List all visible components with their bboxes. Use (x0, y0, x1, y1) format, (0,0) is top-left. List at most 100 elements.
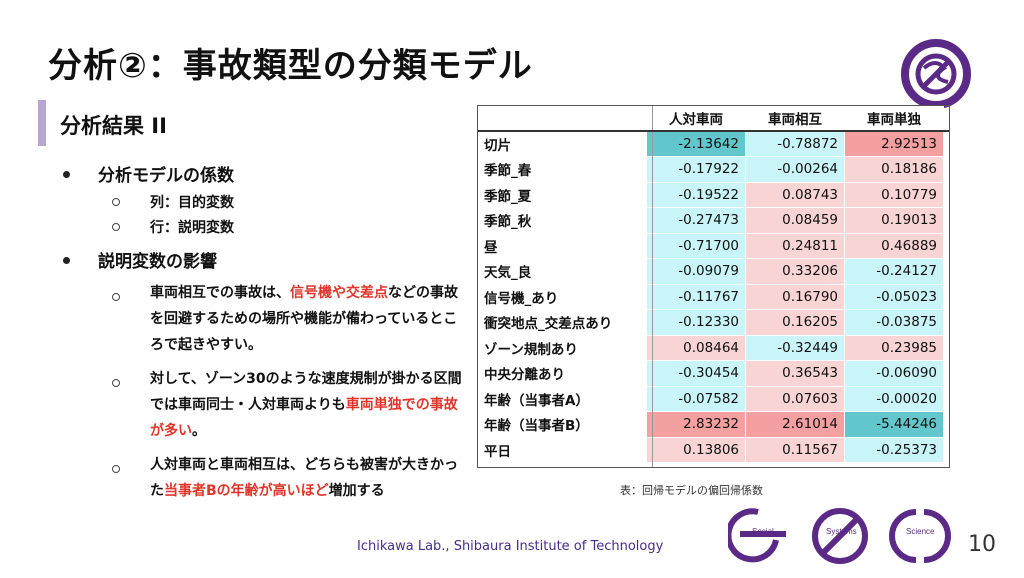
table-row: ゾーン規制あり 0.08464 -0.32449 0.23985 (477, 334, 944, 361)
coefficient-cell: -0.71700 (646, 232, 746, 259)
coefficient-cell: -2.13642 (646, 130, 746, 157)
sub-bullet-text: 列：目的変数 (150, 195, 234, 211)
row-label: 平日 (477, 436, 647, 463)
row-label: 天気_良 (477, 258, 647, 285)
row-label: 季節_夏 (477, 181, 647, 208)
coefficient-cell: 0.36543 (745, 360, 845, 387)
coefficient-cell: -0.03875 (844, 309, 944, 336)
row-label: 季節_春 (477, 156, 647, 183)
logo-word: Social (752, 527, 774, 536)
coefficient-cell: -0.32449 (745, 334, 845, 361)
paragraph-text: 人対車両と車両相互は、どちらも被害が大きかった (150, 457, 458, 499)
coefficient-cell: -0.24127 (844, 258, 944, 285)
coefficient-cell: -0.06090 (844, 360, 944, 387)
coefficient-cell: 0.10779 (844, 181, 944, 208)
table-row: 季節_春 -0.17922 -0.00264 0.18186 (477, 156, 944, 183)
coefficient-cell: 0.18186 (844, 156, 944, 183)
slide-title: 分析②：事故類型の分類モデル (48, 46, 533, 86)
table-row: 年齢（当事者B） 2.83232 2.61014 -5.44246 (477, 411, 944, 438)
coefficient-cell: 0.46889 (844, 232, 944, 259)
row-label: 昼 (477, 232, 647, 259)
coefficient-cell: -0.25373 (844, 436, 944, 463)
coefficient-cell: -0.05023 (844, 283, 944, 310)
logo-word: Science (906, 527, 935, 536)
paragraph-text: 対して、ゾーン30のような速度規制が掛かる区間では車両同士・人対車両よりも (150, 371, 462, 413)
footer-lab-name: Ichikawa Lab., Shibaura Institute of Tec… (357, 539, 664, 554)
logo-word: Systems (826, 527, 857, 536)
sub-bullet-circle (112, 465, 120, 473)
coefficient-cell: 2.92513 (844, 130, 944, 157)
column-header: 車両単独 (844, 105, 944, 132)
row-label: 中央分離あり (477, 360, 647, 387)
table-row: 天気_良 -0.09079 0.33206 -0.24127 (477, 258, 944, 285)
coefficient-cell: -0.00264 (745, 156, 845, 183)
sub-bullet-circle (112, 198, 120, 206)
coefficient-cell: 2.61014 (745, 411, 845, 438)
sub-bullet-circle (112, 379, 120, 387)
coefficient-cell: 0.33206 (745, 258, 845, 285)
highlighted-text: 信号機や交差点 (290, 285, 388, 301)
table-row: 季節_夏 -0.19522 0.08743 0.10779 (477, 181, 944, 208)
sub-bullet-circle (112, 223, 120, 231)
coefficient-cell: -0.11767 (646, 283, 746, 310)
table-row: 平日 0.13806 0.11567 -0.25373 (477, 436, 944, 463)
section-accent-bar (38, 100, 46, 146)
coefficient-cell: -0.27473 (646, 207, 746, 234)
table-row: 年齢（当事者A） -0.07582 0.07603 -0.00020 (477, 385, 944, 412)
coefficient-cell: 0.19013 (844, 207, 944, 234)
explanation-paragraph: 車両相互での事故は、信号機や交差点などの事故を回避するための場所や機能が備わって… (150, 280, 470, 358)
coefficient-cell: -0.09079 (646, 258, 746, 285)
table-row: 中央分離あり -0.30454 0.36543 -0.06090 (477, 360, 944, 387)
row-label: 年齢（当事者A） (477, 385, 647, 412)
coefficient-cell: -0.30454 (646, 360, 746, 387)
coefficient-cell: 0.24811 (745, 232, 845, 259)
table-row: 切片 -2.13642 -0.78872 2.92513 (477, 130, 944, 157)
page-number: 10 (968, 532, 996, 557)
coefficient-cell: -0.19522 (646, 181, 746, 208)
row-label: ゾーン規制あり (477, 334, 647, 361)
coefficient-cell: 0.11567 (745, 436, 845, 463)
coefficient-cell: -0.07582 (646, 385, 746, 412)
coefficient-table: 人対車両 車両相互 車両単独 切片 -2.13642 -0.78872 2.92513 季節_… (477, 105, 944, 463)
coefficient-cell: 0.08464 (646, 334, 746, 361)
coefficient-cell: -0.00020 (844, 385, 944, 412)
table-row: 衝突地点_交差点あり -0.12330 0.16205 -0.03875 (477, 309, 944, 336)
paragraph-text: 。 (192, 423, 206, 439)
paragraph-text: 増加する (328, 483, 385, 499)
section-title: 分析結果 II (60, 114, 167, 138)
bullet-text: 分析モデルの係数 (98, 166, 234, 186)
table-row: 季節_秋 -0.27473 0.08459 0.19013 (477, 207, 944, 234)
coefficient-cell: 0.07603 (745, 385, 845, 412)
row-label: 衝突地点_交差点あり (477, 309, 647, 336)
sub-bullet-text: 行：説明変数 (150, 220, 234, 236)
row-label: 信号機_あり (477, 283, 647, 310)
explanation-paragraph: 人対車両と車両相互は、どちらも被害が大きかった当事者Bの年齢が高いほど増加する (150, 452, 470, 504)
coefficient-cell: -0.17922 (646, 156, 746, 183)
row-label: 切片 (477, 130, 647, 157)
table-row: 信号機_あり -0.11767 0.16790 -0.05023 (477, 283, 944, 310)
social-systems-science-logo-icon: Social Systems Science (728, 508, 951, 564)
coefficient-table-body: 人対車両 車両相互 車両単独 切片 -2.13642 -0.78872 2.92513 季節_… (477, 105, 944, 463)
coefficient-cell: 0.13806 (646, 436, 746, 463)
table-caption: 表：回帰モデルの偏回帰係数 (620, 484, 763, 497)
coefficient-cell: -0.12330 (646, 309, 746, 336)
bullet-dot (63, 257, 70, 264)
coefficient-cell: 0.08459 (745, 207, 845, 234)
paragraph-text: などの事故を回避するための場所や機能が備わっているところで起きやすい。 (150, 285, 458, 353)
table-corner-cell (477, 105, 647, 132)
explanation-paragraph: 対して、ゾーン30のような速度規制が掛かる区間では車両同士・人対車両よりも車両単… (150, 366, 470, 444)
table-row: 昼 -0.71700 0.24811 0.46889 (477, 232, 944, 259)
column-header: 人対車両 (646, 105, 746, 132)
column-header: 車両相互 (745, 105, 845, 132)
bullet-dot (63, 171, 70, 178)
paragraph-text: 車両相互での事故は、 (150, 285, 290, 301)
coefficient-cell: -5.44246 (844, 411, 944, 438)
highlighted-text: 車両単独での事故が多い (150, 397, 458, 439)
coefficient-cell: 0.16205 (745, 309, 845, 336)
row-label: 年齢（当事者B） (477, 411, 647, 438)
lab-logo-icon (901, 39, 971, 109)
table-header-row: 人対車両 車両相互 車両単独 (477, 105, 944, 132)
coefficient-cell: 2.83232 (646, 411, 746, 438)
table-column-divider (652, 105, 653, 468)
